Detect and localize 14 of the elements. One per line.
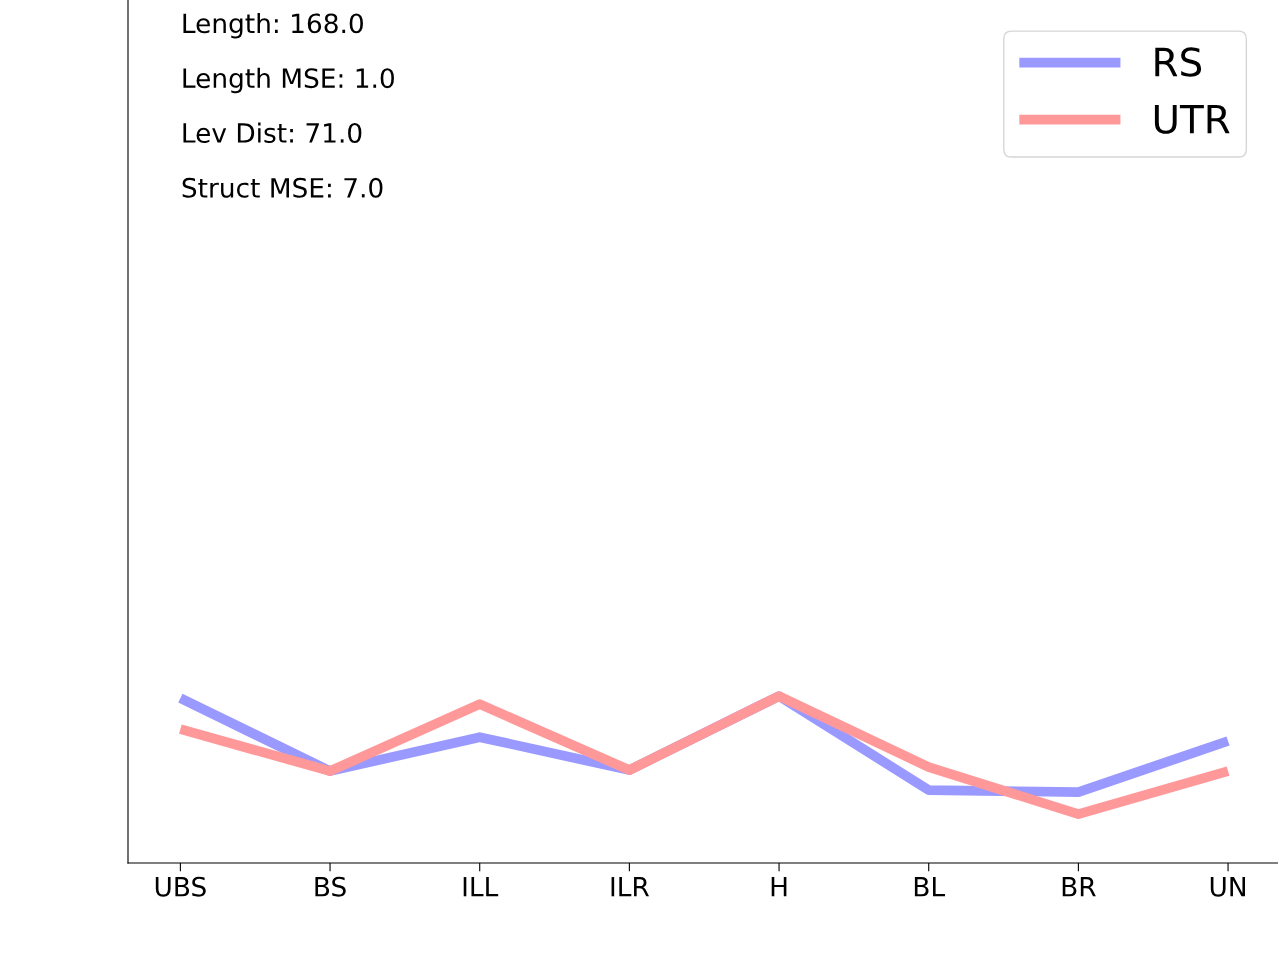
x-tick-label: BR [1062,877,1096,897]
x-tick-label: ILL [463,877,499,897]
x-tick-label: H [771,877,787,897]
text: Lev Dist: 71.0 [183,122,362,143]
x-tick-label: BS [315,876,346,897]
legend-label: RS [1155,47,1202,77]
x-tick-label: ILR [611,877,650,897]
x-tick-label: UN [1210,877,1245,897]
text: Struct MSE: 7.0 [182,177,383,198]
x-tick-label: UBS [155,876,206,897]
x-tick-label: BL [914,877,945,897]
text: Length MSE: 1.0 [183,67,394,94]
text: Length: 168.0 [183,12,363,39]
legend-label: UTR [1154,104,1230,134]
